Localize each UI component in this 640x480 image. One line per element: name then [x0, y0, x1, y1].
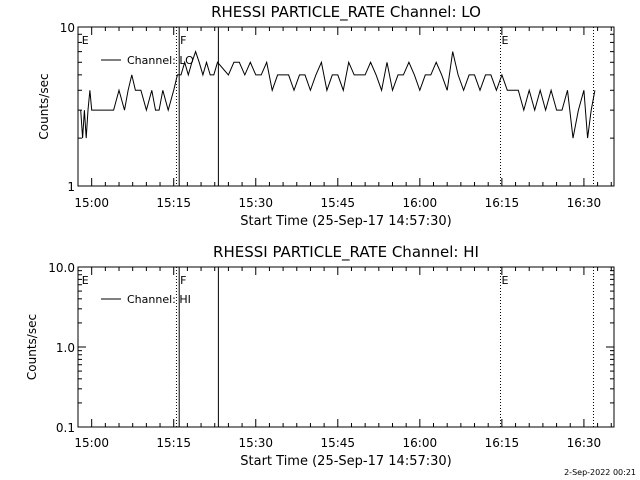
- footer-stamp: 2-Sep-2022 00:21: [564, 468, 636, 477]
- flag-marker-label: F: [180, 34, 186, 47]
- y-tick-label: 10: [60, 21, 75, 35]
- chart-panel-2: RHESSI PARTICLE_RATE Channel: HI 15:00 15:…: [25, 243, 615, 469]
- y-tick-label: 1: [67, 180, 75, 194]
- flag-marker-label: E: [82, 34, 89, 47]
- y-axis-label: Counts/sec: [37, 73, 51, 139]
- x-tick-label: 16:30: [567, 196, 602, 210]
- x-tick-label: 15:45: [320, 436, 355, 450]
- chart-title: RHESSI PARTICLE_RATE Channel: LO: [211, 3, 481, 22]
- chart-title: RHESSI PARTICLE_RATE Channel: HI: [213, 243, 479, 262]
- chart-panel-1: RHESSI PARTICLE_RATE Channel: LO 15:00 15:…: [37, 3, 615, 229]
- y-tick-label: 10.0: [48, 261, 75, 275]
- x-tick-label: 15:30: [238, 436, 273, 450]
- x-tick-label: 16:00: [403, 196, 438, 210]
- x-tick-label: 15:45: [320, 196, 355, 210]
- flag-marker-label: E: [82, 274, 89, 287]
- y-axis-label: Counts/sec: [25, 314, 39, 380]
- x-tick-label: 16:00: [403, 436, 438, 450]
- x-tick-label: 15:15: [156, 436, 191, 450]
- x-tick-label: 16:30: [567, 436, 602, 450]
- x-axis-label: Start Time (25-Sep-17 14:57:30): [240, 214, 451, 229]
- plot-frame: [77, 266, 615, 428]
- x-tick-label: 16:15: [485, 436, 520, 450]
- x-tick-label: 16:15: [485, 196, 520, 210]
- series-line: [80, 50, 596, 139]
- legend-entry: Channel: HI: [127, 293, 191, 306]
- x-tick-label: 15:00: [74, 436, 109, 450]
- flag-marker-label: E: [502, 34, 509, 47]
- flag-marker-label: E: [502, 274, 509, 287]
- legend: Channel: HI: [101, 293, 191, 306]
- y-tick-label: 0.1: [56, 421, 75, 435]
- y-tick-label: 1.0: [56, 341, 75, 355]
- plot-frame: [77, 26, 615, 187]
- x-tick-label: 15:00: [74, 196, 109, 210]
- x-axis-label: Start Time (25-Sep-17 14:57:30): [240, 454, 451, 469]
- x-tick-label: 15:30: [238, 196, 273, 210]
- legend-entry: Channel: LO: [127, 54, 194, 67]
- legend: Channel: LO: [101, 54, 194, 67]
- flag-marker-label: F: [180, 274, 186, 287]
- x-tick-label: 15:15: [156, 196, 191, 210]
